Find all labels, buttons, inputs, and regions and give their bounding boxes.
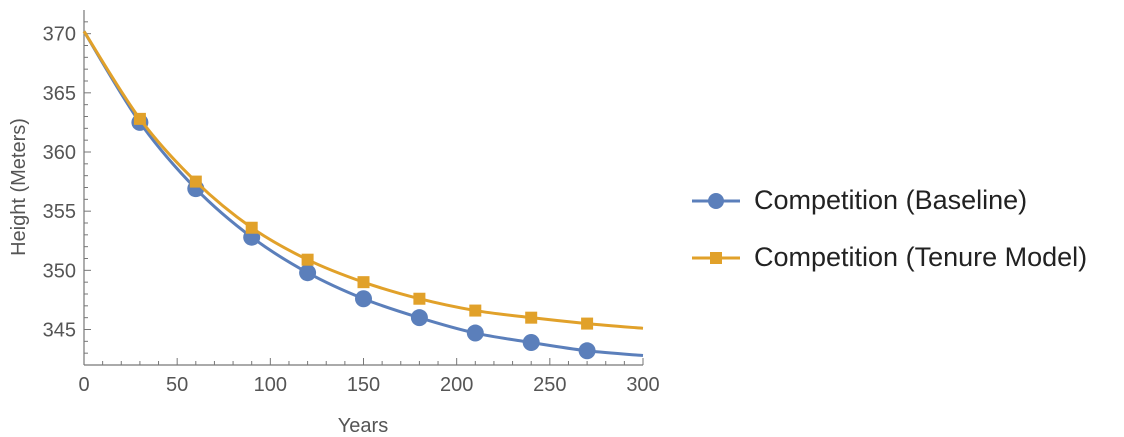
x-tick-label: 300: [626, 374, 659, 396]
y-tick-label: 350: [43, 260, 76, 282]
series-0-point: [299, 264, 317, 282]
x-tick-label: 50: [166, 374, 188, 396]
series-1-point: [357, 276, 370, 289]
series-1-point: [581, 317, 594, 330]
series-0-point: [466, 324, 484, 342]
legend-square-marker: [692, 251, 740, 264]
x-axis-title: Years: [338, 415, 388, 437]
y-tick-label: 345: [43, 320, 76, 342]
series-0-point: [355, 290, 372, 308]
series-1-point: [133, 112, 146, 125]
x-tick-label: 0: [78, 374, 89, 396]
series-0-point: [578, 342, 596, 360]
series-0-point: [522, 334, 540, 352]
series-1-point: [245, 221, 258, 234]
series-1-point: [469, 304, 482, 317]
axes: 0 50 100 150 200 250 300 345 350 355 360 365 370: [43, 10, 660, 396]
series-0-point: [410, 309, 428, 327]
y-tick-label: 365: [43, 83, 76, 105]
legend-item-baseline: Competition (Baseline): [690, 172, 1087, 229]
y-tick-label: 360: [43, 142, 76, 164]
x-tick-label: 100: [254, 374, 287, 396]
series-layer: [82, 30, 644, 360]
legend: Competition (Baseline) Competition (Tenu…: [690, 172, 1087, 286]
series-line-1: [82, 30, 644, 330]
y-axis-title: Height (Meters): [8, 118, 30, 256]
series-1-point: [525, 311, 538, 324]
legend-item-tenure: Competition (Tenure Model): [690, 229, 1087, 286]
series-1-point: [189, 175, 202, 188]
legend-label-tenure: Competition (Tenure Model): [754, 242, 1088, 272]
y-tick-label: 355: [43, 201, 76, 223]
series-1-point: [413, 292, 426, 305]
x-tick-label: 150: [347, 374, 380, 396]
series-1-point: [301, 253, 314, 266]
x-tick-label: 250: [533, 374, 566, 396]
legend-circle-marker: [692, 192, 740, 209]
x-tick-label: 200: [440, 374, 473, 396]
y-tick-label: 370: [43, 24, 76, 46]
legend-label-baseline: Competition (Baseline): [754, 185, 1028, 215]
